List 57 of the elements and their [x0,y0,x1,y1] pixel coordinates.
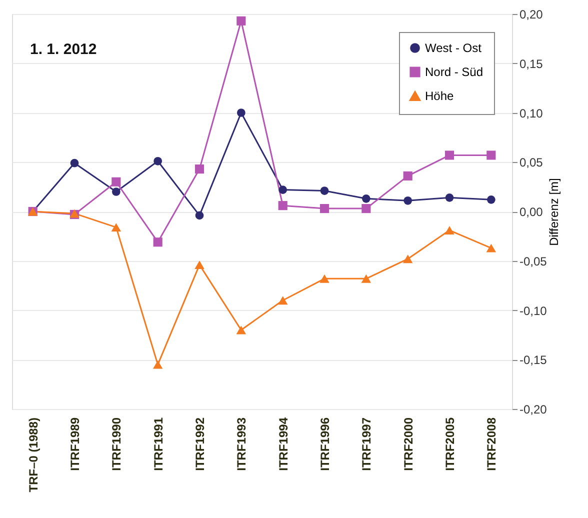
legend-label: Nord - Süd [425,65,484,79]
point [236,326,246,334]
point [486,244,496,252]
point [444,150,454,160]
y-tick-label: 0,15 [520,56,544,71]
point [278,201,288,210]
point [194,164,204,174]
y-tick-label: -0,15 [520,353,548,368]
point [154,156,162,166]
point [445,194,454,202]
point [278,186,288,194]
y-tick-label: -0,10 [520,304,548,318]
point [320,274,330,283]
point [112,188,120,196]
y-tick-label: 0,05 [520,156,544,170]
point [70,158,79,168]
x-tick-label: ITRF2008 [484,417,499,471]
point [486,150,496,160]
x-tick-label: ITRF1993 [234,417,249,471]
legend-label: Höhe [425,89,454,103]
point [320,186,329,195]
y-tick-label: -0,20 [520,402,548,416]
point [152,360,163,369]
y-axis-title: Differenz [m] [546,178,561,246]
point [402,254,413,264]
y-tick-label: 0,20 [520,8,544,22]
point [361,274,372,283]
point [194,260,204,270]
y-tick-label: -0,05 [520,254,548,268]
point [486,195,496,204]
x-tick-label: ITRF1994 [276,417,290,471]
point [278,296,288,305]
point [195,211,204,220]
y-tick-label: 0,00 [520,205,544,219]
x-tick-label: ITRF1997 [360,417,374,471]
point [404,196,412,205]
x-tick-label: ITRF1990 [110,417,124,471]
x-tick-label: ITRF2000 [401,417,416,471]
point [362,204,371,214]
x-tick-label: TRF–0 (1988) [26,418,40,492]
x-tick-label: ITRF1992 [193,417,207,471]
point [153,238,162,247]
point [112,177,121,186]
point [111,223,122,232]
point [236,16,246,26]
x-tick-label: ITRF2005 [443,417,457,471]
point [236,108,246,117]
point [362,194,370,203]
legend-label: West - Ost [425,41,482,55]
y-tick-label: 0,10 [520,106,544,120]
x-tick-label: ITRF1991 [151,417,166,471]
point [444,226,454,234]
annotation: 1. 1. 2012 [30,41,97,58]
point [320,204,330,214]
x-tick-label: ITRF1989 [68,417,82,471]
x-tick-label: ITRF1996 [318,417,332,471]
point [403,171,412,180]
